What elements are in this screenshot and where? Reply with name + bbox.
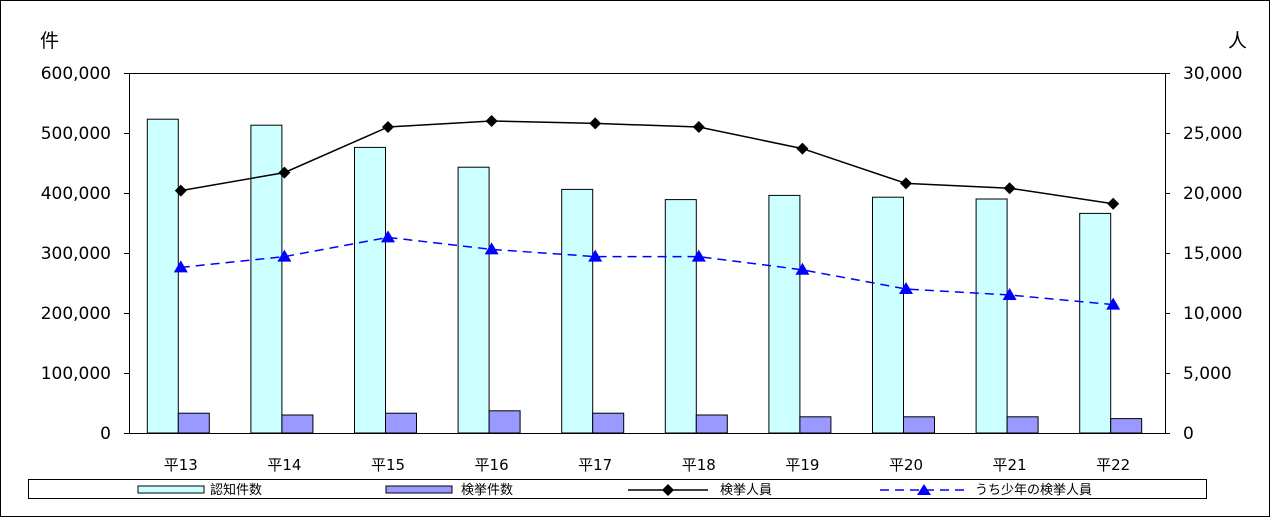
legend-label-cleared-cases: 検挙件数 xyxy=(461,483,513,498)
x-axis-ticks: 平13 平14 平15 平16 平17 平18 平19 平20 平21 平22 xyxy=(164,456,1130,474)
x-axis-tick-label: 平16 xyxy=(475,456,509,474)
marker-juvenile-arrested xyxy=(691,249,706,262)
bar-cleared-cases xyxy=(903,416,935,434)
bar-recognized-cases xyxy=(354,146,386,434)
right-axis-tick-label: 5,000 xyxy=(1183,364,1232,384)
bar-cleared-cases xyxy=(592,412,625,434)
bar-cleared-cases xyxy=(385,412,417,434)
legend-marker-juvenile xyxy=(917,484,931,495)
left-axis-tick-label: 500,000 xyxy=(41,124,111,144)
marker-juvenile-arrested xyxy=(173,260,188,273)
right-axis-tick-label: 30,000 xyxy=(1183,64,1242,84)
right-axis-tick-label: 10,000 xyxy=(1183,304,1242,324)
x-axis-tick-label: 平19 xyxy=(785,456,819,474)
marker-juvenile-arrested xyxy=(381,230,395,243)
right-axis-tick-label: 15,000 xyxy=(1183,244,1242,264)
bar-cleared-cases xyxy=(177,412,210,434)
bar-cleared-cases xyxy=(488,410,521,434)
legend-swatch-cleared-cases xyxy=(385,485,453,494)
marker-arrested-persons xyxy=(900,177,912,190)
right-axis-tick-label: 20,000 xyxy=(1183,184,1242,204)
marker-arrested-persons xyxy=(796,142,809,155)
x-axis-tick-label: 平20 xyxy=(889,456,923,474)
bar-cleared-cases xyxy=(1110,418,1143,434)
marker-arrested-persons xyxy=(485,115,498,127)
bar-recognized-cases xyxy=(975,198,1008,434)
bar-recognized-cases xyxy=(250,124,283,434)
marker-juvenile-arrested xyxy=(484,242,499,255)
bar-cleared-cases xyxy=(1006,416,1039,434)
legend-swatch-recognized xyxy=(137,485,205,494)
marker-arrested-persons xyxy=(174,184,187,197)
marker-arrested-persons xyxy=(589,117,602,130)
left-axis-tick-label: 400,000 xyxy=(41,184,111,204)
bar-recognized-cases xyxy=(146,118,179,434)
legend: 認知件数 検挙件数 検挙人員 うち少年の検挙人員 xyxy=(28,479,1207,499)
line-series xyxy=(173,115,1121,310)
legend-label-arrested: 検挙人員 xyxy=(720,483,772,498)
bar-recognized-cases xyxy=(561,188,594,434)
bar-recognized-cases xyxy=(664,199,697,434)
marker-juvenile-arrested xyxy=(1002,288,1017,300)
left-axis-ticks: 0 100,000 200,000 300,000 400,000 500,000 600,… xyxy=(41,64,129,444)
x-axis-tick-label: 平22 xyxy=(1096,456,1130,474)
marker-arrested-persons xyxy=(278,166,291,179)
marker-juvenile-arrested xyxy=(1106,297,1121,310)
x-axis-tick-label: 平17 xyxy=(578,456,612,474)
left-axis-unit: 件 xyxy=(40,30,59,52)
x-axis-tick-label: 平13 xyxy=(164,456,198,474)
bar-cleared-cases xyxy=(281,414,314,434)
right-axis-tick-label: 0 xyxy=(1183,424,1194,444)
x-axis-tick-label: 平18 xyxy=(682,456,716,474)
legend-marker-arrested xyxy=(662,484,674,496)
line-arrested-persons xyxy=(180,120,1114,205)
line-juvenile-arrested xyxy=(180,236,1114,306)
marker-juvenile-arrested xyxy=(588,249,603,262)
bar-cleared-cases xyxy=(799,416,832,434)
left-axis-tick-label: 100,000 xyxy=(41,364,111,384)
bar-cleared-cases xyxy=(695,414,728,434)
left-axis-tick-label: 600,000 xyxy=(41,64,111,84)
marker-arrested-persons xyxy=(1003,182,1016,195)
left-axis-tick-label: 0 xyxy=(100,424,111,444)
right-axis-tick-label: 25,000 xyxy=(1183,124,1242,144)
x-axis-tick-label: 平14 xyxy=(267,456,301,474)
marker-juvenile-arrested xyxy=(277,249,292,262)
legend-label-recognized: 認知件数 xyxy=(210,482,262,498)
x-axis-tick-label: 平15 xyxy=(371,456,405,474)
bar-recognized-cases xyxy=(872,196,904,434)
bar-recognized-cases xyxy=(457,166,490,434)
left-axis-tick-label: 200,000 xyxy=(41,304,111,324)
marker-arrested-persons xyxy=(692,121,705,133)
left-axis-tick-label: 300,000 xyxy=(41,244,111,264)
marker-arrested-persons xyxy=(1107,197,1120,210)
bar-recognized-cases xyxy=(768,194,801,434)
right-axis-unit: 人 xyxy=(1228,30,1247,52)
legend-label-juvenile: うち少年の検挙人員 xyxy=(975,483,1092,498)
x-axis-tick-label: 平21 xyxy=(993,456,1027,474)
right-axis-ticks: 0 5,000 10,000 15,000 20,000 25,000 30,000 xyxy=(1165,64,1242,444)
legend-box xyxy=(28,479,1207,499)
marker-arrested-persons xyxy=(382,121,394,133)
marker-juvenile-arrested xyxy=(795,262,810,275)
bar-series xyxy=(146,118,1143,434)
bar-recognized-cases xyxy=(1079,212,1112,434)
marker-juvenile-arrested xyxy=(899,282,913,294)
